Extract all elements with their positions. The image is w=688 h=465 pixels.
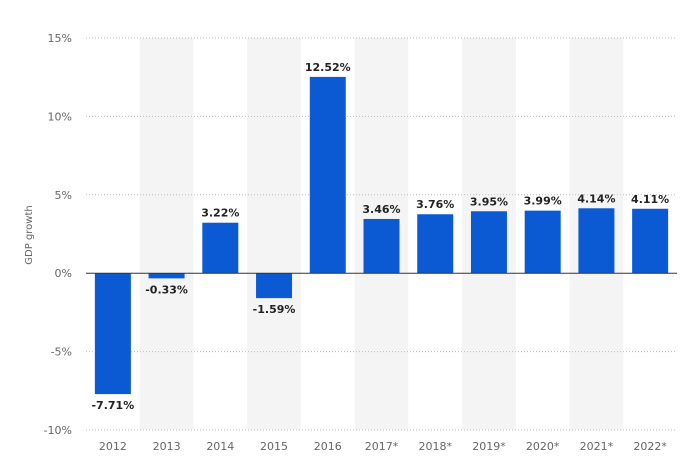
x-tick-label: 2017* (365, 440, 399, 453)
x-tick-label: 2012 (99, 440, 127, 453)
x-tick-label: 2020* (526, 440, 560, 453)
column-band (139, 38, 194, 430)
bar (94, 273, 131, 395)
y-tick-label: 15% (48, 32, 72, 45)
bar (470, 211, 507, 274)
y-tick-label: 5% (55, 189, 72, 202)
data-label: 3.99% (524, 195, 562, 208)
bar (417, 214, 454, 274)
bar (148, 273, 185, 279)
bar (363, 218, 400, 274)
column-band (247, 38, 301, 430)
gridlines (86, 37, 677, 431)
data-label: -7.71% (91, 399, 134, 412)
y-tick-label: -5% (51, 346, 72, 359)
x-axis-ticks: 2012 2013 2014 2015 2016 2017* 2018* 2019* 2020*… (99, 440, 668, 453)
x-tick-label: 2021* (580, 440, 614, 453)
y-axis-ticks: 15% 10% 5% 0% -5% -10% (44, 32, 72, 437)
data-label: 4.14% (577, 192, 615, 205)
data-label: -1.59% (253, 303, 296, 316)
bar (256, 273, 293, 299)
x-tick-label: 2015 (260, 440, 288, 453)
data-label: 3.46% (362, 203, 400, 216)
data-label: 3.76% (416, 198, 454, 211)
data-label: 3.22% (201, 207, 239, 220)
data-label: -0.33% (145, 283, 188, 296)
data-labels: -7.71% -0.33% 3.22% -1.59% 12.52% 3.46% 3.76% 3… (91, 61, 669, 412)
data-label: 3.95% (470, 195, 508, 208)
y-tick-label: 10% (48, 110, 72, 123)
x-tick-label: 2018* (418, 440, 452, 453)
x-tick-label: 2013 (153, 440, 181, 453)
bar (632, 208, 669, 274)
x-tick-label: 2014 (206, 440, 234, 453)
y-tick-label: 0% (55, 267, 72, 280)
data-label: 12.52% (305, 61, 351, 74)
bar (524, 210, 561, 274)
data-label: 4.11% (631, 193, 669, 206)
bars (94, 76, 669, 395)
bar (578, 208, 615, 274)
x-tick-label: 2016 (314, 440, 342, 453)
x-tick-label: 2022* (633, 440, 667, 453)
y-tick-label: -10% (44, 424, 72, 437)
bar (309, 76, 346, 274)
y-axis-title: GDP growth (24, 205, 35, 264)
bar (202, 222, 239, 274)
x-tick-label: 2019* (472, 440, 506, 453)
